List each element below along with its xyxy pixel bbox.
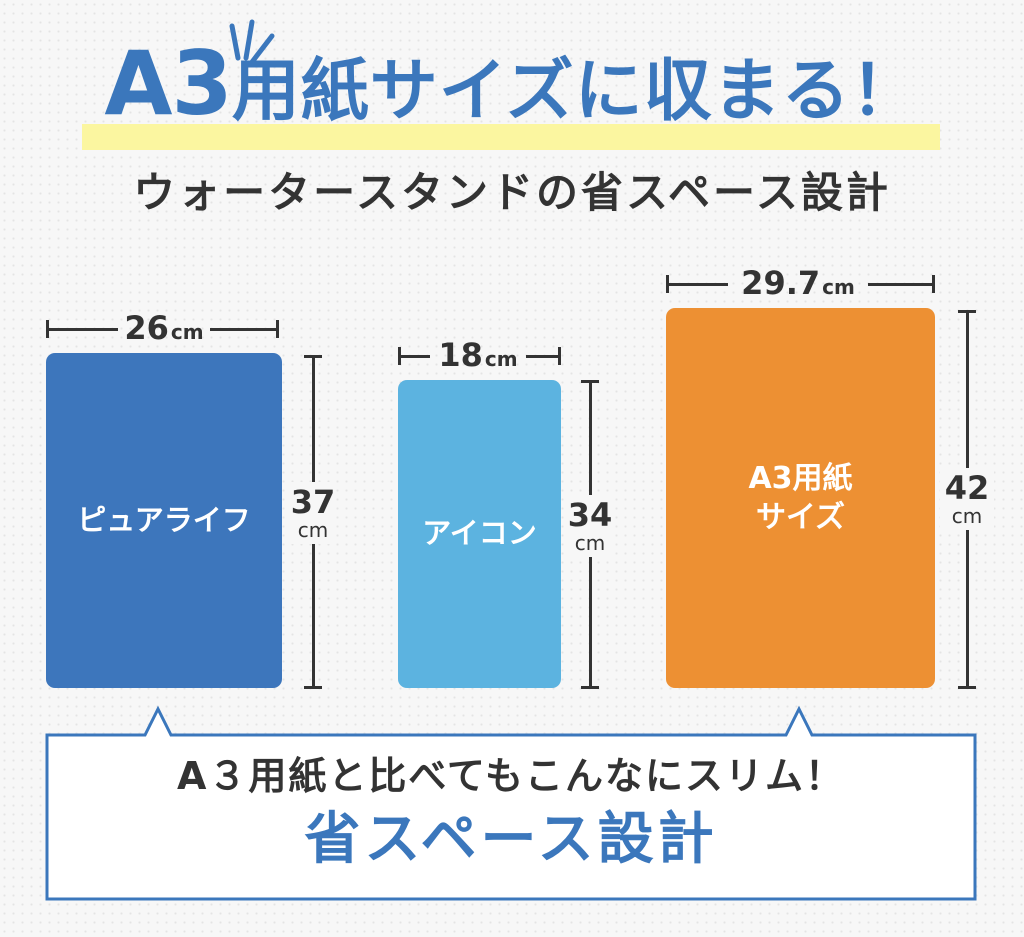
- height-label-icon: 34 cm: [567, 495, 613, 557]
- callout-comparison-text: A３用紙と比べてもこんなにスリム！: [177, 754, 845, 798]
- width-cap-right-icon: [558, 347, 561, 365]
- height-label-a3: 42 cm: [940, 468, 994, 530]
- title-main: 用紙サイズに収まる！: [231, 52, 920, 131]
- box-a3-paper: A3用紙 サイズ: [666, 308, 935, 688]
- box-purelife: ピュアライフ: [46, 353, 282, 688]
- box-label-a3-line2: サイズ: [755, 500, 846, 535]
- box-label-icon: アイコン: [422, 516, 537, 551]
- width-label-a3: 29.7 cm: [741, 264, 855, 302]
- height-label-purelife: 37 cm: [290, 482, 336, 544]
- width-line-right-purelife: [210, 328, 278, 331]
- height-cap-bottom-purelife: [304, 686, 322, 689]
- title-highlight: [82, 124, 940, 150]
- width-label-purelife: 26 cm: [124, 309, 204, 347]
- height-cap-bottom-icon: [581, 686, 599, 689]
- width-line-left-icon: [398, 355, 430, 358]
- box-icon: アイコン: [398, 380, 561, 688]
- width-line-right-a3: [868, 283, 934, 286]
- height-cap-bottom-a3: [958, 686, 976, 689]
- width-line-left-purelife: [46, 328, 118, 331]
- width-line-right-icon: [526, 355, 560, 358]
- title-prefix: A3: [104, 32, 232, 135]
- box-label-a3-line1: A3用紙: [748, 461, 853, 496]
- spark-lines-icon: [229, 19, 275, 65]
- page-subtitle: ウォータースタンドの省スペース設計: [133, 168, 891, 217]
- width-cap-right-purelife: [276, 320, 279, 338]
- width-cap-right-a3: [932, 275, 935, 293]
- page-title: A3用紙サイズに収まる！: [0, 40, 1024, 128]
- width-label-icon: 18 cm: [438, 336, 518, 374]
- box-label-purelife: ピュアライフ: [77, 502, 251, 537]
- width-line-left-a3: [666, 283, 728, 286]
- callout-headline: 省スペース設計: [304, 807, 718, 872]
